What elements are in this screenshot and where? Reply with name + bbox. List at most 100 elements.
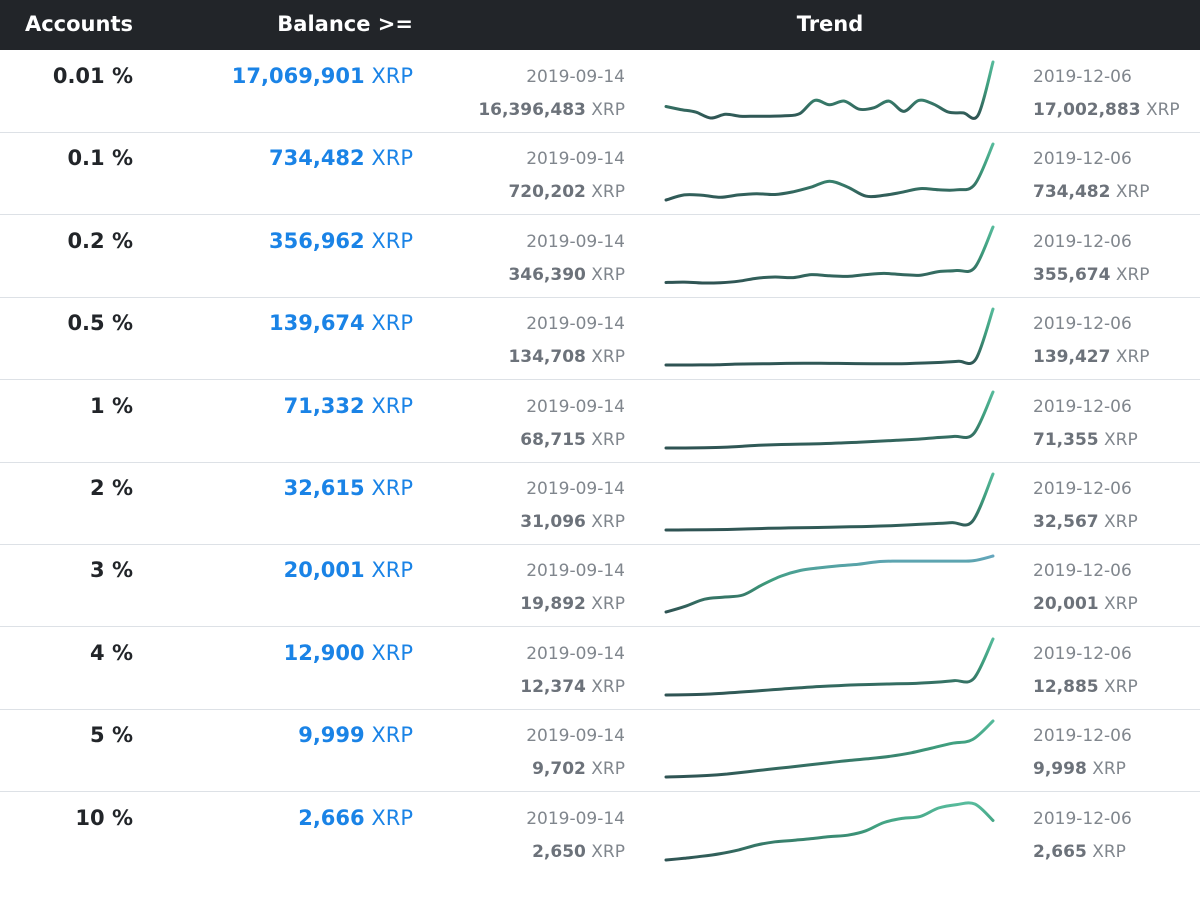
trend-start-value-label: 720,202 XRP xyxy=(440,182,625,202)
trend-start-date: 2019-09-14 xyxy=(526,149,625,170)
table-row: 5 % 9,999 XRP 2019-09-14 9,702 XRP 2019-… xyxy=(0,709,1200,793)
trend-end-currency: XRP xyxy=(1104,594,1138,615)
trend-start-date: 2019-09-14 xyxy=(526,231,625,252)
trend-start-value-label: 68,715 XRP xyxy=(440,430,625,450)
trend-end-value-label: 9,998 XRP xyxy=(1033,759,1198,779)
table-row: 0.5 % 139,674 XRP 2019-09-14 134,708 XRP… xyxy=(0,297,1200,381)
trend-end-date: 2019-12-06 xyxy=(1033,231,1132,252)
trend-start-currency: XRP xyxy=(591,347,625,368)
trend-start-date: 2019-09-14 xyxy=(526,396,625,417)
balance-currency: XRP xyxy=(371,805,413,830)
trend-end-date: 2019-12-06 xyxy=(1033,314,1132,335)
trend-start-value-label: 9,702 XRP xyxy=(440,759,625,779)
trend-sparkline xyxy=(664,800,995,862)
trend-start-value-label: 134,708 XRP xyxy=(440,347,625,367)
trend-end-date: 2019-12-06 xyxy=(1033,149,1132,170)
trend-start-value-label: 12,374 XRP xyxy=(440,677,625,697)
balance-threshold[interactable]: 12,900 XRP xyxy=(150,641,413,665)
accounts-column-header[interactable]: Accounts xyxy=(24,12,133,36)
trend-sparkline xyxy=(664,637,995,697)
trend-end-value-label: 20,001 XRP xyxy=(1033,594,1198,614)
trend-end-value: 139,427 xyxy=(1033,347,1111,368)
table-row: 4 % 12,900 XRP 2019-09-14 12,374 XRP 201… xyxy=(0,627,1200,710)
balance-currency: XRP xyxy=(371,393,413,418)
trend-sparkline xyxy=(664,225,995,285)
trend-end-date: 2019-12-06 xyxy=(1033,67,1132,87)
table-row: 0.1 % 734,482 XRP 2019-09-14 720,202 XRP… xyxy=(0,132,1200,216)
balance-threshold[interactable]: 20,001 XRP xyxy=(150,558,413,582)
trend-end-value-label: 139,427 XRP xyxy=(1033,347,1198,367)
balance-value: 9,999 xyxy=(298,723,365,748)
trend-line xyxy=(664,307,995,367)
trend-start-currency: XRP xyxy=(591,594,625,615)
balance-currency: XRP xyxy=(371,311,413,336)
balance-value: 356,962 xyxy=(269,228,365,253)
trend-start-date: 2019-09-14 xyxy=(526,479,625,499)
trend-end-value-label: 2,665 XRP xyxy=(1033,842,1198,862)
trend-start-value: 134,708 xyxy=(508,347,586,368)
accounts-percentile: 10 % xyxy=(75,805,133,830)
trend-start-currency: XRP xyxy=(591,512,625,532)
trend-start-date: 2019-09-14 xyxy=(526,314,625,335)
trend-line xyxy=(664,390,995,450)
accounts-percentile: 4 % xyxy=(90,640,133,665)
trend-line xyxy=(664,637,995,697)
balance-threshold[interactable]: 734,482 XRP xyxy=(150,146,413,170)
trend-end-value-label: 32,567 XRP xyxy=(1033,512,1198,532)
trend-end-date: 2019-12-06 xyxy=(1033,643,1132,664)
balance-threshold[interactable]: 356,962 XRP xyxy=(150,229,413,253)
balance-threshold[interactable]: 71,332 XRP xyxy=(150,394,413,418)
trend-start-value: 12,374 xyxy=(520,676,586,697)
balance-value: 12,900 xyxy=(283,640,365,665)
trend-start-date: 2019-09-14 xyxy=(526,726,625,747)
balance-threshold[interactable]: 139,674 XRP xyxy=(150,311,413,335)
trend-line xyxy=(664,554,995,614)
trend-end-value: 71,355 xyxy=(1033,429,1099,450)
trend-end-currency: XRP xyxy=(1092,841,1126,862)
trend-sparkline xyxy=(664,307,995,367)
trend-end-currency: XRP xyxy=(1104,676,1138,697)
trend-end-date: 2019-12-06 xyxy=(1033,479,1132,499)
trend-end-currency: XRP xyxy=(1115,182,1150,203)
trend-end-value-label: 71,355 XRP xyxy=(1033,430,1198,450)
trend-start-value: 19,892 xyxy=(520,594,586,615)
balance-value: 32,615 xyxy=(283,476,365,500)
trend-end-value: 734,482 xyxy=(1033,182,1111,203)
trend-end-currency: XRP xyxy=(1115,347,1150,368)
trend-end-date: 2019-12-06 xyxy=(1033,561,1132,582)
table-row: 2 % 32,615 XRP 2019-09-14 31,096 XRP 201… xyxy=(0,462,1200,545)
trend-start-value-label: 16,396,483 XRP xyxy=(440,100,625,120)
balance-threshold[interactable]: 2,666 XRP xyxy=(150,806,413,830)
trend-end-date: 2019-12-06 xyxy=(1033,726,1132,747)
trend-end-value: 32,567 xyxy=(1033,512,1099,532)
trend-end-currency: XRP xyxy=(1145,100,1180,120)
trend-start-value: 346,390 xyxy=(508,264,586,285)
trend-sparkline xyxy=(664,390,995,450)
trend-end-value-label: 355,674 XRP xyxy=(1033,265,1198,285)
balance-threshold[interactable]: 32,615 XRP xyxy=(150,476,413,500)
trend-start-value-label: 31,096 XRP xyxy=(440,512,625,532)
trend-start-value: 16,396,483 xyxy=(478,100,586,120)
balance-currency: XRP xyxy=(371,228,413,253)
balance-column-header[interactable]: Balance >= xyxy=(277,12,413,36)
balance-currency: XRP xyxy=(371,476,413,500)
trend-line xyxy=(664,719,995,779)
balance-threshold[interactable]: 9,999 XRP xyxy=(150,723,413,747)
trend-sparkline xyxy=(664,719,995,779)
trend-line xyxy=(664,800,995,862)
trend-start-value-label: 19,892 XRP xyxy=(440,594,625,614)
trend-sparkline xyxy=(664,554,995,614)
trend-end-date: 2019-12-06 xyxy=(1033,396,1132,417)
table-row: 0.01 % 17,069,901 XRP 2019-09-14 16,396,… xyxy=(0,50,1200,133)
accounts-percentile: 3 % xyxy=(90,558,133,583)
balance-currency: XRP xyxy=(371,146,413,171)
trend-end-value-label: 17,002,883 XRP xyxy=(1033,100,1198,120)
trend-end-currency: XRP xyxy=(1115,264,1150,285)
table-row: 10 % 2,666 XRP 2019-09-14 2,650 XRP 2019… xyxy=(0,792,1200,874)
trend-end-currency: XRP xyxy=(1104,512,1138,532)
trend-end-currency: XRP xyxy=(1092,759,1126,780)
trend-start-value-label: 346,390 XRP xyxy=(440,265,625,285)
trend-start-currency: XRP xyxy=(591,676,625,697)
balance-threshold[interactable]: 17,069,901 XRP xyxy=(150,64,413,88)
table-row: 1 % 71,332 XRP 2019-09-14 68,715 XRP 201… xyxy=(0,380,1200,463)
